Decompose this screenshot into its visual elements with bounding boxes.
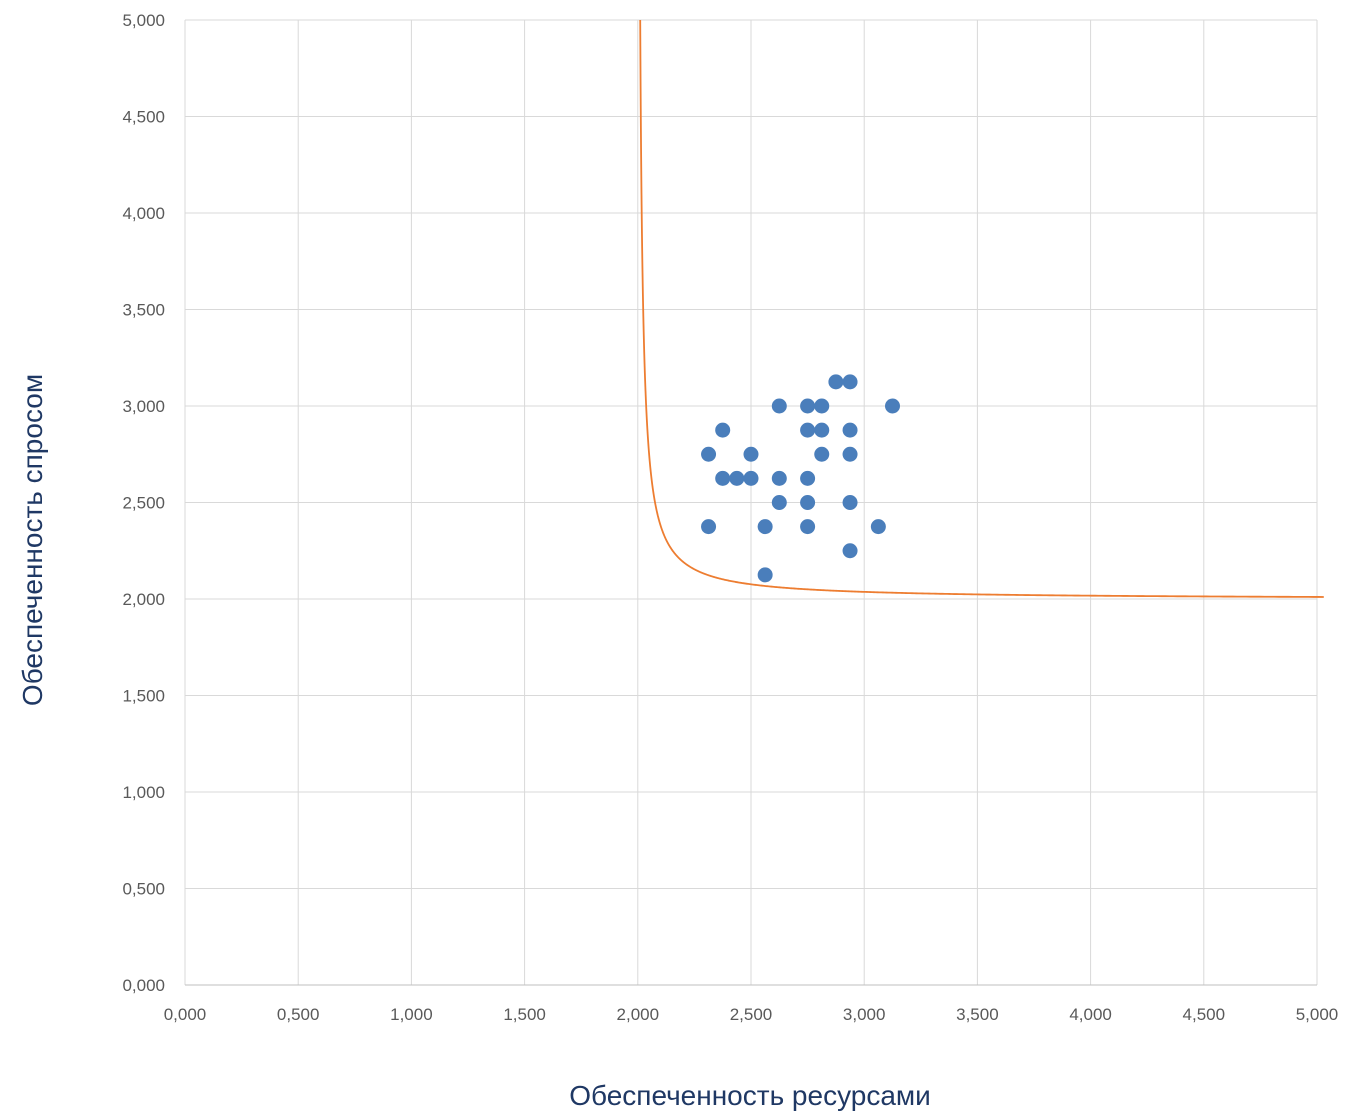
data-point: [842, 543, 858, 559]
data-point: [757, 519, 773, 535]
x-tick-label: 5,000: [1296, 1005, 1339, 1024]
threshold-curve: [639, 20, 1324, 598]
data-point: [870, 519, 886, 535]
data-point: [743, 446, 759, 462]
y-tick-label: 0,500: [122, 880, 165, 899]
x-axis-ticks: 0,000 0,500 1,000 1,500 2,000 2,500 3,000 3,500…: [164, 1005, 1339, 1024]
data-point: [771, 470, 787, 486]
data-point: [800, 422, 816, 438]
x-tick-label: 4,000: [1069, 1005, 1112, 1024]
y-tick-label: 0,000: [122, 976, 165, 995]
data-point: [715, 422, 731, 438]
y-tick-label: 5,000: [122, 11, 165, 30]
y-tick-label: 4,500: [122, 108, 165, 127]
data-point: [814, 398, 830, 414]
data-point: [715, 470, 731, 486]
data-point: [800, 398, 816, 414]
y-tick-label: 4,000: [122, 204, 165, 223]
x-tick-label: 2,000: [617, 1005, 660, 1024]
data-point: [842, 422, 858, 438]
data-point: [885, 398, 900, 414]
data-point: [771, 495, 787, 510]
data-point: [828, 374, 844, 390]
data-points: [701, 374, 900, 583]
x-tick-label: 4,500: [1183, 1005, 1226, 1024]
x-tick-label: 1,500: [503, 1005, 546, 1024]
data-point: [743, 470, 759, 486]
data-point: [757, 567, 773, 583]
data-point: [814, 446, 830, 462]
y-tick-label: 2,500: [122, 494, 165, 513]
y-axis-title: Обеспеченность спросом: [17, 374, 48, 706]
data-point: [800, 470, 816, 486]
x-tick-label: 1,000: [390, 1005, 433, 1024]
x-tick-label: 3,000: [843, 1005, 886, 1024]
y-tick-label: 1,000: [122, 783, 165, 802]
data-point: [701, 446, 717, 462]
data-point: [771, 398, 787, 414]
x-tick-label: 0,500: [277, 1005, 320, 1024]
x-tick-label: 3,500: [956, 1005, 999, 1024]
data-point: [800, 495, 816, 510]
data-point: [842, 446, 858, 462]
data-point: [729, 470, 745, 486]
y-tick-label: 1,500: [122, 687, 165, 706]
data-point: [800, 519, 816, 535]
x-tick-label: 2,500: [730, 1005, 773, 1024]
data-point: [842, 374, 858, 390]
y-tick-label: 2,000: [122, 590, 165, 609]
data-point: [842, 495, 858, 510]
y-tick-label: 3,000: [122, 397, 165, 416]
data-point: [701, 519, 717, 535]
data-point: [814, 422, 830, 438]
y-axis-ticks: 0,000 0,500 1,000 1,500 2,000 2,500 3,000 3,500…: [122, 11, 165, 995]
x-tick-label: 0,000: [164, 1005, 207, 1024]
y-tick-label: 3,500: [122, 301, 165, 320]
x-axis-title: Обеспеченность ресурсами: [569, 1080, 931, 1111]
grid-lines: [184, 19, 1318, 986]
